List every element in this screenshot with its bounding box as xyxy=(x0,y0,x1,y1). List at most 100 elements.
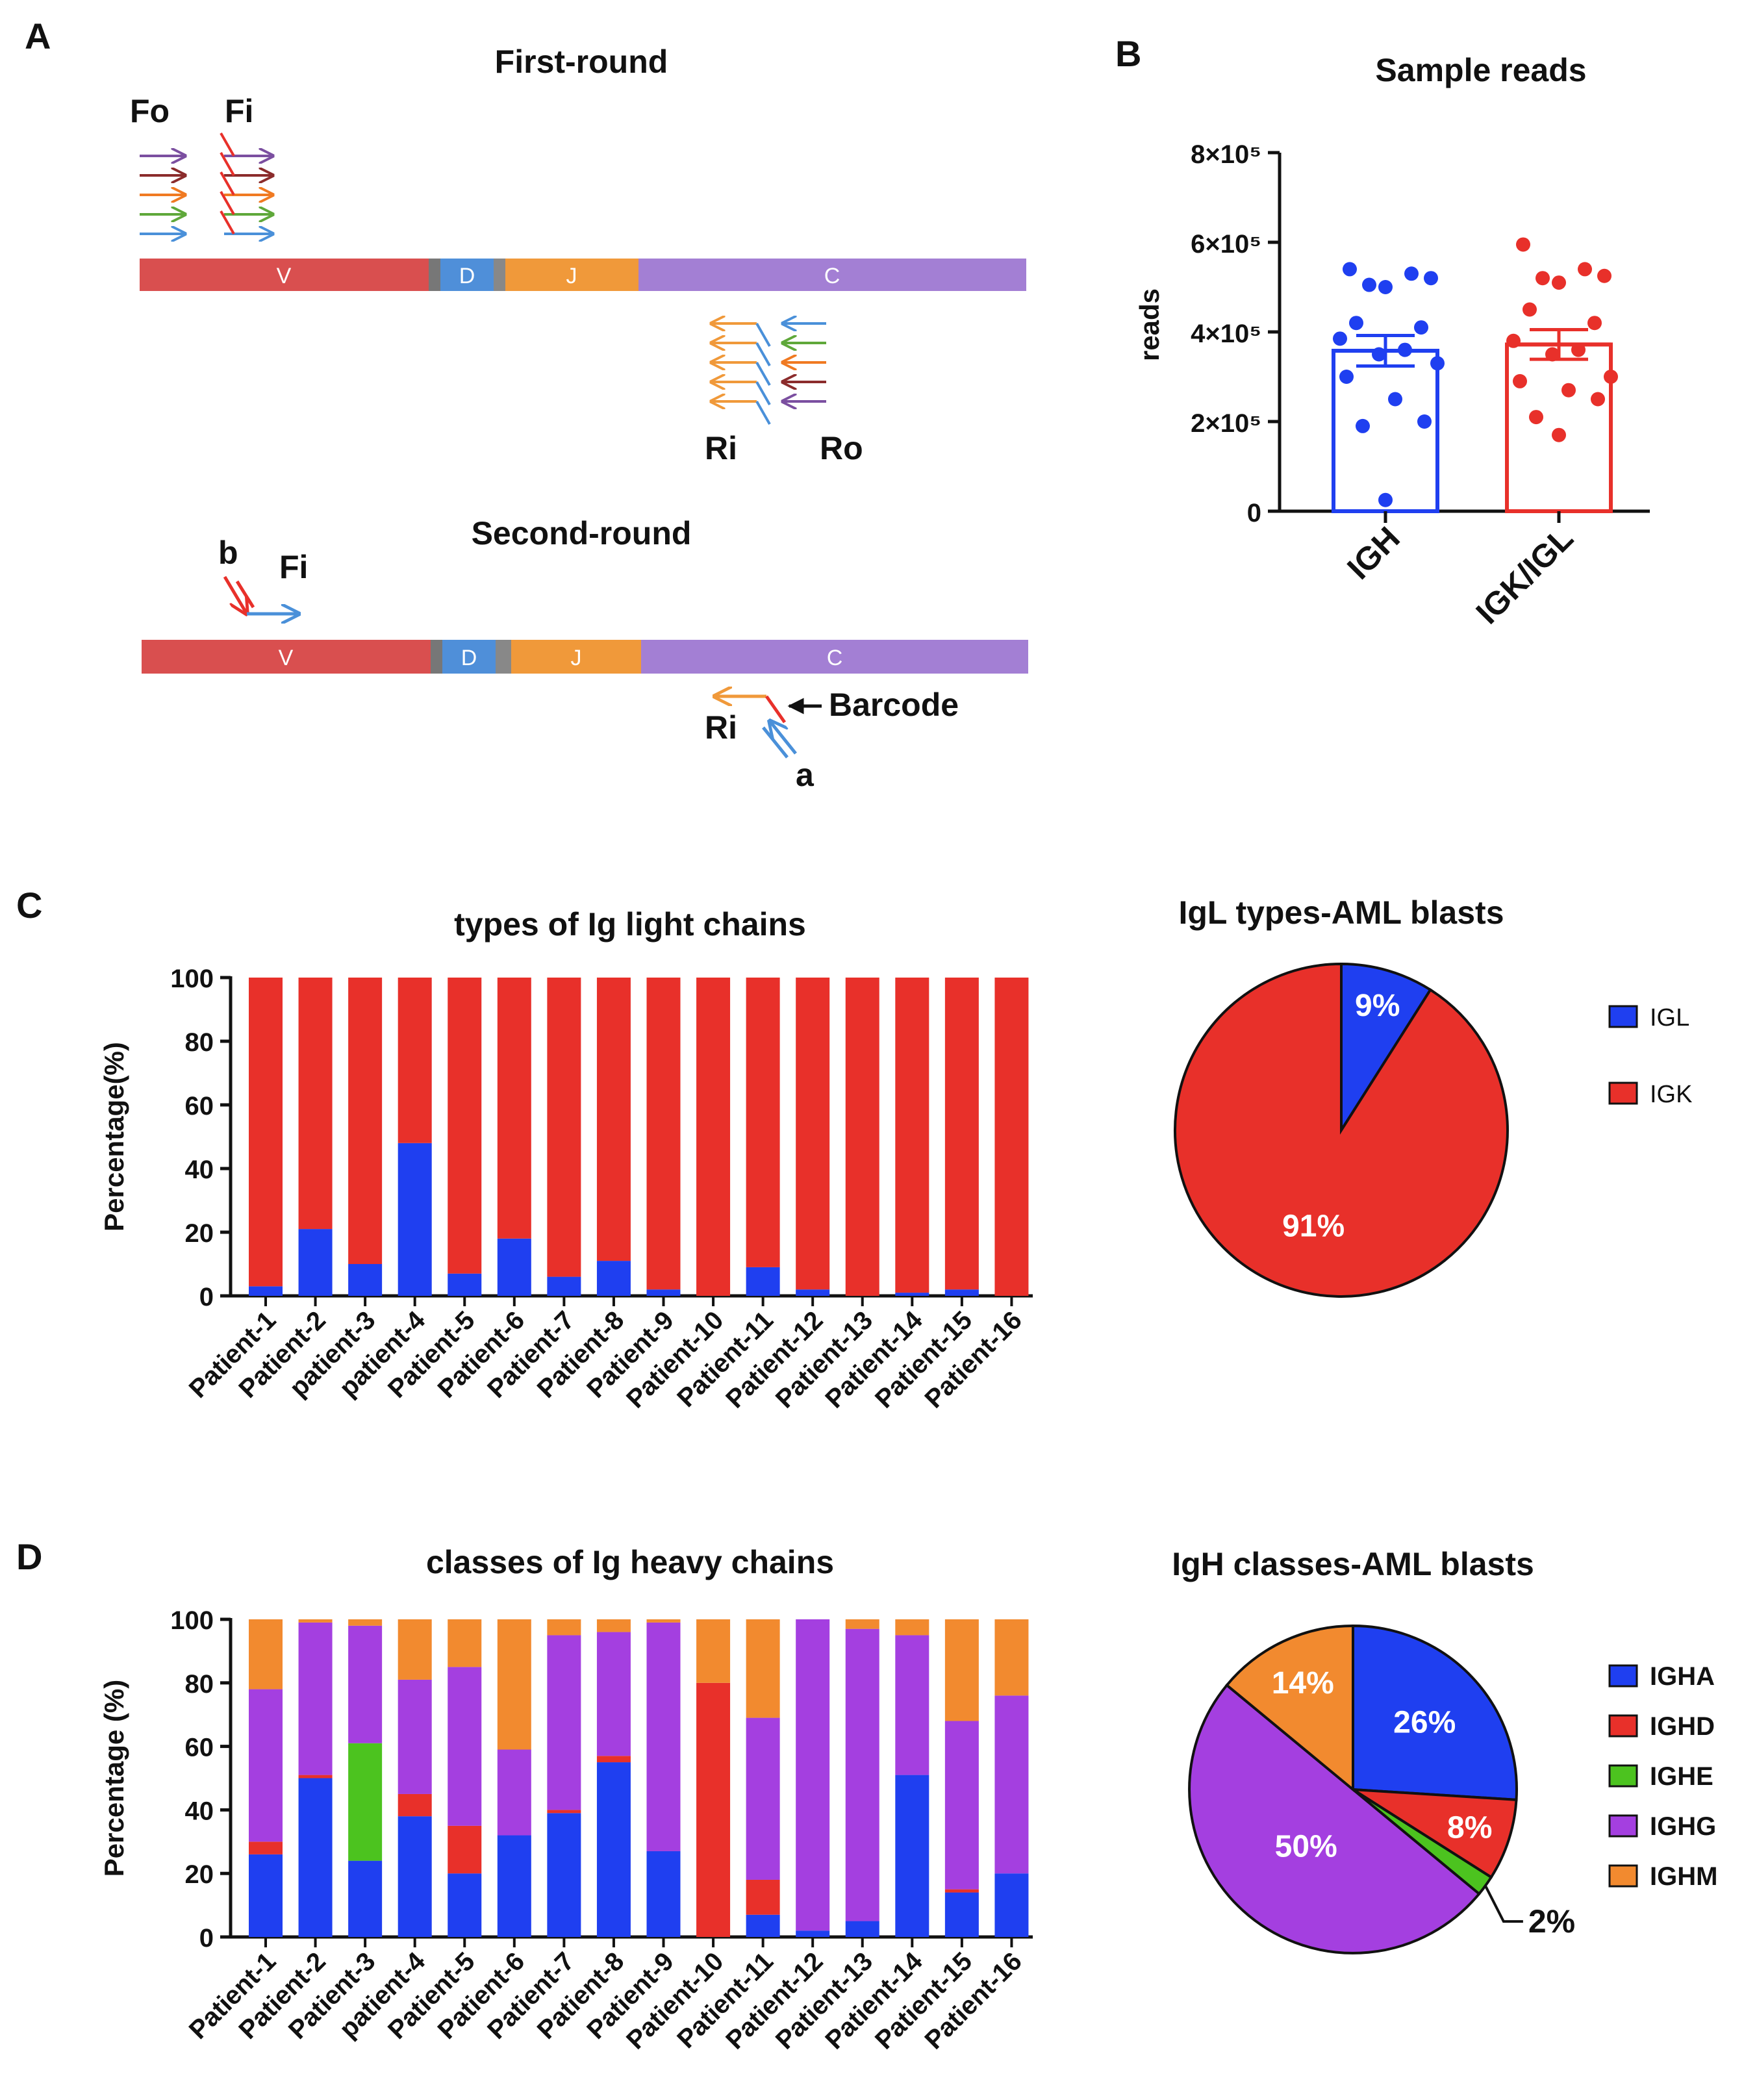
data-point xyxy=(1404,266,1419,281)
pie-slice-igha xyxy=(1352,1624,1518,1801)
second-round-title: Second-round xyxy=(472,515,692,551)
data-point xyxy=(1430,356,1445,371)
bar-segment-igha xyxy=(547,1813,581,1937)
data-point xyxy=(1535,271,1550,286)
data-point xyxy=(1362,277,1376,292)
bar-segment-ighd xyxy=(596,1756,631,1763)
data-point xyxy=(1529,410,1543,425)
bar-segment-igl xyxy=(448,1273,482,1296)
bar-segment-igk xyxy=(348,978,383,1264)
y-axis-title: reads xyxy=(1134,288,1165,361)
pie-slice-ighm xyxy=(1225,1624,1354,1793)
pie-title: IgL types-AML blasts xyxy=(1178,894,1504,931)
b-label: b xyxy=(218,535,238,571)
legend-swatch-ighg xyxy=(1608,1814,1638,1838)
fi-arrow-tail xyxy=(220,210,235,234)
bar-segment-ighd xyxy=(298,1775,333,1778)
ri-label: Ri xyxy=(705,430,737,466)
bar-segment-ighm xyxy=(895,1619,929,1636)
j-segment xyxy=(505,259,638,291)
y-tick-label: 8×10⁵ xyxy=(1191,140,1261,169)
panel-letter-a: A xyxy=(25,16,51,57)
ri-arrow-tail xyxy=(755,342,771,366)
v-segment-label-2: V xyxy=(279,646,294,670)
first-round-title: First-round xyxy=(495,44,668,80)
vd-junction-2 xyxy=(431,640,442,674)
ri-arrow-tail xyxy=(755,323,771,347)
bar-segment-igk xyxy=(845,978,879,1296)
chart-title: classes of Ig heavy chains xyxy=(426,1544,834,1580)
d-segment-2 xyxy=(442,640,496,674)
bar-segment-ighg xyxy=(944,1721,979,1890)
y-tick-label: 80 xyxy=(185,1028,214,1057)
x-tick-label: IGK/IGL xyxy=(1469,520,1580,631)
data-point xyxy=(1333,331,1347,346)
bar-segment-igha xyxy=(298,1778,333,1937)
bar-segment-igha xyxy=(746,1914,780,1937)
bar-segment-ighd xyxy=(746,1879,780,1915)
ri-arrow-tail xyxy=(755,362,771,386)
y-tick-label: 0 xyxy=(199,1283,214,1311)
bar-segment-ighm xyxy=(448,1619,482,1667)
data-point xyxy=(1372,347,1386,362)
ri2-label: Ri xyxy=(705,709,737,746)
fi-primer-arrows xyxy=(220,133,273,234)
bar-segment-igl xyxy=(547,1276,581,1296)
data-point xyxy=(1343,262,1357,277)
ro-primer-arrows xyxy=(783,323,826,401)
legend-swatch-igha xyxy=(1608,1664,1638,1688)
bar-segment-ighm xyxy=(696,1619,731,1683)
pie-slice-igk xyxy=(1174,962,1509,1298)
bar-segment-igk xyxy=(249,978,283,1287)
pie-label-igha: 26% xyxy=(1393,1705,1456,1739)
bar-segment-igk xyxy=(646,978,681,1290)
pie-label-ighd: 8% xyxy=(1447,1810,1492,1845)
dj-junction-2 xyxy=(496,640,511,674)
bar-segment-igha xyxy=(348,1860,383,1937)
bar-segment-ighg xyxy=(845,1628,879,1921)
bar-segment-ighg xyxy=(249,1689,283,1842)
bar-segment-ighg xyxy=(497,1749,531,1836)
bar-segment-igha xyxy=(646,1851,681,1937)
v-segment-2 xyxy=(142,640,431,674)
y-tick-label: 2×10⁵ xyxy=(1191,409,1261,438)
data-point xyxy=(1417,414,1432,429)
y-tick-label: 100 xyxy=(170,965,214,993)
data-point xyxy=(1339,370,1354,384)
second-round-forward-primer xyxy=(223,576,299,614)
legend-label-igk: IGK xyxy=(1650,1081,1692,1108)
data-point xyxy=(1378,280,1393,294)
a-label: a xyxy=(796,757,815,793)
bar-segment-ighg xyxy=(994,1695,1029,1874)
pie-label-igl: 9% xyxy=(1355,989,1400,1023)
bar-segment-igl xyxy=(398,1143,432,1296)
data-point xyxy=(1388,392,1402,407)
light-chain-types-chart: types of Ig light chains Percentage(%) 0 20… xyxy=(99,906,1033,1414)
d-segment xyxy=(440,259,494,291)
gene-bar-second-round: V D J C xyxy=(142,640,1028,674)
x-tick-label: IGH xyxy=(1340,520,1406,586)
data-point xyxy=(1414,320,1428,335)
y-tick-label: 6×10⁵ xyxy=(1191,230,1261,259)
bar-segment-igha xyxy=(398,1816,432,1937)
chart-title: Sample reads xyxy=(1375,52,1586,88)
y-tick-label: 0 xyxy=(1247,499,1261,527)
pie-slice-ighd xyxy=(1352,1788,1518,1879)
data-point xyxy=(1604,370,1618,384)
data-point xyxy=(1378,492,1393,507)
bar-segment-igk xyxy=(746,978,780,1267)
fi-arrow-tail xyxy=(220,191,235,215)
ri-arrow-tail xyxy=(755,401,771,425)
bar-segment-igha xyxy=(994,1873,1029,1937)
bar-segment-igl xyxy=(497,1238,531,1296)
y-tick-label: 4×10⁵ xyxy=(1191,320,1261,348)
data-point xyxy=(1545,347,1560,362)
fi2-label: Fi xyxy=(279,549,308,585)
bar-segment-ighm xyxy=(497,1619,531,1750)
bar-segment-ighg xyxy=(547,1635,581,1810)
bar-segment-ighm xyxy=(348,1619,383,1626)
ro-label: Ro xyxy=(820,430,863,466)
bar-segment-igl xyxy=(895,1293,929,1296)
pie-label-ighm: 14% xyxy=(1272,1666,1334,1701)
bar-segment-ighg xyxy=(298,1622,333,1775)
